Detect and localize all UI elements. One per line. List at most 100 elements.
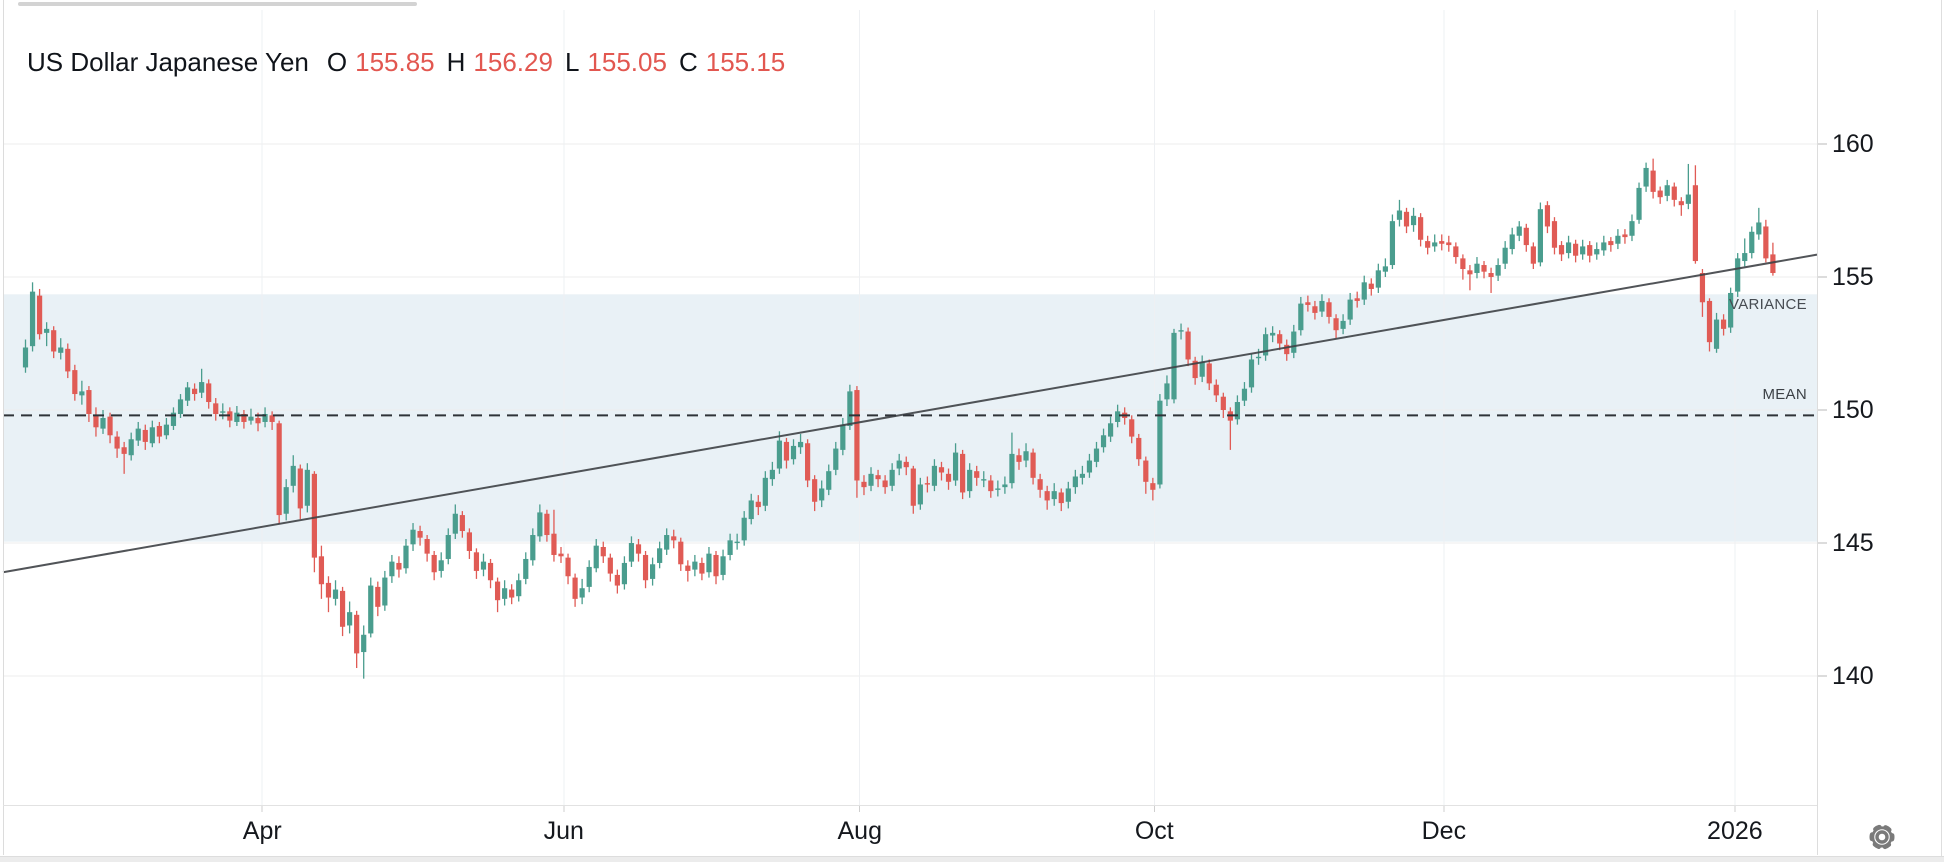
candle: [1742, 238, 1748, 267]
candle-body: [1749, 231, 1755, 254]
settings-gear-icon[interactable]: [1862, 816, 1902, 856]
candle-body: [149, 427, 155, 444]
candle: [1192, 356, 1198, 385]
candle: [1558, 241, 1565, 262]
candle: [163, 417, 170, 440]
candle: [1509, 227, 1515, 255]
candle-body: [93, 415, 99, 428]
candle: [797, 433, 804, 454]
candle-body: [1608, 241, 1614, 246]
candle: [86, 386, 92, 422]
candle: [819, 480, 825, 508]
candle: [1671, 182, 1677, 207]
candle-body: [1157, 400, 1163, 485]
candle-body: [1030, 452, 1036, 478]
candle: [628, 536, 635, 567]
candle-body: [720, 556, 726, 575]
candle: [1164, 375, 1170, 407]
candle: [1523, 223, 1529, 252]
candle: [1502, 241, 1508, 270]
candle: [769, 461, 775, 486]
candle: [713, 550, 719, 585]
candle-body: [945, 473, 952, 482]
candle-body: [1713, 319, 1720, 349]
candle: [1629, 214, 1635, 242]
candle: [727, 533, 733, 561]
candle: [1100, 428, 1107, 453]
candle: [1678, 197, 1684, 216]
candle: [551, 509, 557, 562]
candle: [699, 557, 705, 581]
candle: [100, 410, 106, 434]
candle: [1150, 477, 1156, 501]
candle: [234, 406, 240, 426]
candle: [1270, 326, 1276, 343]
candle-body: [431, 554, 437, 573]
candle-body: [537, 512, 543, 537]
candle-body: [868, 473, 874, 486]
candle: [572, 573, 578, 607]
candle: [438, 552, 444, 578]
candle-body: [1115, 411, 1121, 422]
candle-body: [544, 513, 550, 536]
candle: [1382, 258, 1388, 277]
candle-body: [981, 479, 987, 481]
candle: [1298, 296, 1304, 336]
horizontal-scrollbar[interactable]: [18, 2, 417, 6]
candle: [424, 535, 430, 562]
ohlc-label: H: [446, 47, 466, 77]
axis-ticks: [261, 143, 1827, 812]
candle-body: [1488, 273, 1494, 277]
candle: [924, 476, 930, 493]
candle: [600, 541, 606, 563]
candle-body: [826, 471, 832, 490]
candle-body: [1199, 362, 1205, 377]
candle: [1375, 263, 1381, 293]
candle: [1692, 165, 1699, 264]
gridlines: [3, 10, 1817, 805]
candle-body: [1650, 170, 1656, 192]
candle: [44, 322, 50, 347]
candle: [311, 471, 317, 573]
candle-body: [1551, 221, 1558, 248]
y-axis-separator: [1817, 10, 1818, 855]
candle: [347, 601, 353, 634]
candle-body: [917, 484, 923, 505]
candle-body: [276, 423, 282, 516]
candle: [1284, 339, 1290, 361]
candle-body: [748, 500, 754, 520]
candle-body: [1016, 455, 1022, 462]
candle: [199, 368, 205, 399]
candle: [875, 469, 881, 488]
candle: [938, 461, 945, 481]
x-axis-label: Oct: [1134, 817, 1174, 845]
candle: [621, 556, 628, 590]
candle: [135, 421, 141, 446]
candle-body: [452, 513, 458, 534]
candle-body: [903, 461, 909, 468]
candle: [354, 610, 360, 669]
candle-body: [304, 469, 310, 506]
candle: [1488, 267, 1494, 293]
candle: [339, 586, 346, 637]
candle-body: [1481, 265, 1487, 272]
candle-body: [812, 479, 818, 502]
ohlc-value: 155.15: [705, 47, 786, 77]
candle: [805, 439, 811, 488]
candle: [325, 576, 332, 613]
candle-body: [1403, 211, 1410, 227]
candle-body: [1100, 435, 1107, 448]
candle-body: [797, 441, 804, 448]
candle: [149, 420, 155, 448]
candle-body: [142, 429, 148, 442]
chart-title: US Dollar Japanese Yen O 155.85 H 156.29 L 155…: [27, 46, 785, 78]
candle-body: [1241, 388, 1248, 401]
candle-body: [889, 469, 895, 486]
candle: [1093, 441, 1100, 468]
candle-body: [1699, 273, 1706, 303]
candle-body: [741, 517, 747, 541]
candle: [1650, 158, 1656, 199]
candle-body: [1058, 492, 1064, 504]
candle-body: [1277, 334, 1283, 344]
